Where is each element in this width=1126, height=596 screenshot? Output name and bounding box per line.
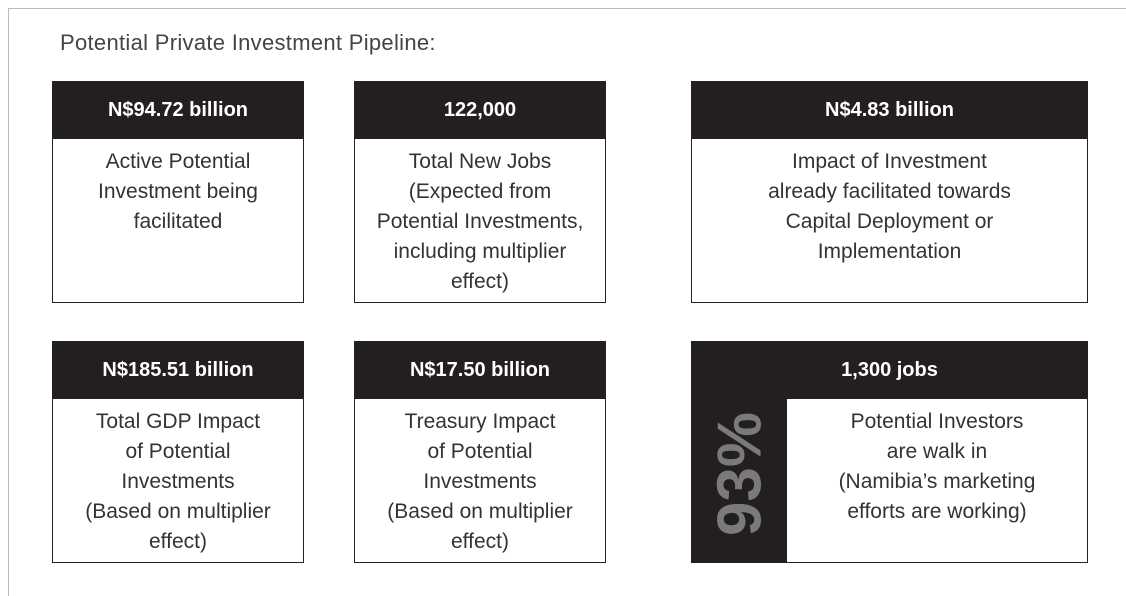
card-body: Total GDP Impact of Potential Investments (… xyxy=(53,407,303,557)
body-line: facilitated xyxy=(133,210,223,233)
body-line: including multiplier xyxy=(393,240,567,263)
card-body: Potential Investors are walk in (Namibia’s… xyxy=(787,407,1087,527)
body-line: Investment being xyxy=(98,180,258,203)
card-body: Treasury Impact of Potential Investments (B… xyxy=(355,407,605,557)
body-line: (Based on multiplier xyxy=(85,500,271,523)
body-line: effect) xyxy=(149,530,207,553)
body-line: Potential Investors xyxy=(850,410,1024,433)
card-header: 122,000 xyxy=(355,82,605,139)
card: N$4.83 billion Impact of Investment alread… xyxy=(691,81,1088,303)
body-line: already facilitated towards xyxy=(768,180,1011,203)
body-line: Investments xyxy=(423,470,537,493)
body-line: Investments xyxy=(121,470,235,493)
body-line: (Expected from xyxy=(408,180,552,203)
body-line: Impact of Investment xyxy=(792,150,987,173)
card-header: 1,300 jobs xyxy=(692,342,1087,399)
card-header: N$17.50 billion xyxy=(355,342,605,399)
body-line: Total New Jobs xyxy=(408,150,552,173)
body-line: effect) xyxy=(451,530,509,553)
body-line: Total GDP Impact xyxy=(95,410,261,433)
card-header: N$185.51 billion xyxy=(53,342,303,399)
card: 122,000 Total New Jobs (Expected from Poten… xyxy=(354,81,606,303)
card: N$185.51 billion Total GDP Impact of Poten… xyxy=(52,341,304,563)
card: 93% 1,300 jobs Potential Investors are walk… xyxy=(691,341,1088,563)
body-line: effect) xyxy=(451,270,509,293)
card-header: N$94.72 billion xyxy=(53,82,303,139)
body-line: (Namibia’s marketing xyxy=(838,470,1036,493)
body-line: are walk in xyxy=(886,440,988,463)
card-header: N$4.83 billion xyxy=(692,82,1087,139)
card: N$94.72 billion Active Potential Investmen… xyxy=(52,81,304,303)
body-line: of Potential xyxy=(427,440,533,463)
side-figure: 93% xyxy=(705,411,774,537)
body-line: Capital Deployment or xyxy=(785,210,994,233)
body-line: of Potential xyxy=(125,440,231,463)
card-body: Total New Jobs (Expected from Potential In… xyxy=(355,147,605,297)
frame xyxy=(8,8,1126,596)
body-line: Active Potential xyxy=(105,150,251,173)
card-body: Active Potential Investment being facilita… xyxy=(53,147,303,237)
body-line: Implementation xyxy=(817,240,962,263)
card-body: Impact of Investment already facilitated … xyxy=(692,147,1087,267)
title: Potential Private Investment Pipeline: xyxy=(60,30,436,55)
body-line: Treasury Impact xyxy=(404,410,556,433)
body-line: Potential Investments, xyxy=(376,210,584,233)
body-line: efforts are working) xyxy=(847,500,1027,523)
card: N$17.50 billion Treasury Impact of Potenti… xyxy=(354,341,606,563)
body-line: (Based on multiplier xyxy=(387,500,573,523)
